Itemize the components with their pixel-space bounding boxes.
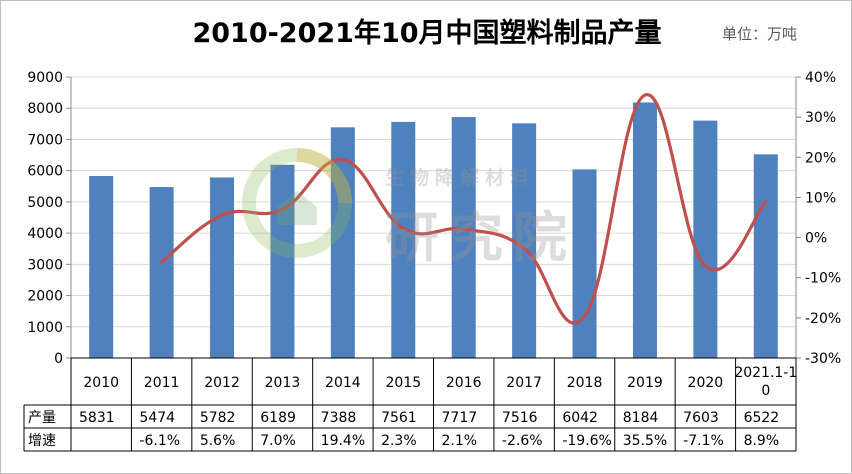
right-axis-tick-label: -30%	[805, 351, 841, 367]
table-cell: 6042	[562, 410, 598, 426]
bar	[270, 164, 295, 358]
category-label: 2018	[567, 375, 603, 391]
bar	[391, 121, 416, 359]
table-cell: 8184	[623, 410, 659, 426]
table-cell: 7603	[683, 410, 719, 426]
table-cell: 6522	[744, 410, 780, 426]
right-axis-tick-label: -10%	[805, 271, 841, 287]
table-cell: 7.0%	[260, 433, 296, 449]
left-axis-tick-label: 5000	[27, 195, 63, 211]
bar	[451, 117, 476, 359]
category-label: 2012	[204, 375, 240, 391]
bar	[210, 177, 235, 358]
table-cell: 7388	[321, 410, 357, 426]
table-row-label: 增速	[28, 433, 56, 449]
right-axis-tick-label: 20%	[805, 150, 836, 166]
left-axis-tick-label: 1000	[27, 320, 63, 336]
table-cell: -6.1%	[139, 433, 180, 449]
left-axis-tick-label: 2000	[27, 289, 63, 305]
table-cell: 2.1%	[442, 433, 478, 449]
category-label: 2019	[627, 375, 663, 391]
left-axis-tick-label: 9000	[27, 70, 63, 86]
table-row-label: 产量	[28, 410, 56, 426]
bar	[89, 175, 114, 358]
right-axis-tick-label: -20%	[805, 311, 841, 327]
category-label: 2010	[83, 375, 119, 391]
category-label: 2015	[385, 375, 421, 391]
table-cell: -2.6%	[502, 433, 543, 449]
table-cell: 5.6%	[200, 433, 236, 449]
table-cell: 5474	[139, 410, 175, 426]
table-cell: 5782	[200, 410, 236, 426]
category-label: 2020	[688, 375, 724, 391]
category-label: 2014	[325, 375, 361, 391]
growth-line	[160, 93, 768, 325]
table-cell: 35.5%	[623, 433, 667, 449]
left-axis-tick-label: 6000	[27, 164, 63, 180]
table-cell: -19.6%	[562, 433, 612, 449]
left-axis-tick-label: 4000	[27, 226, 63, 242]
bar	[512, 123, 537, 359]
table-cell: 19.4%	[321, 433, 365, 449]
category-label: 2011	[144, 375, 180, 391]
table-cell: 5831	[79, 410, 115, 426]
bar	[632, 102, 657, 359]
table-cell: 7717	[442, 410, 478, 426]
table-cell: 7516	[502, 410, 538, 426]
right-axis-tick-label: 40%	[805, 70, 836, 86]
left-axis-tick-label: 3000	[27, 257, 63, 273]
category-label: 2016	[446, 375, 482, 391]
right-axis-tick-label: 0%	[805, 231, 827, 247]
category-label: 0	[761, 383, 770, 399]
table-cell: 2.3%	[381, 433, 417, 449]
bar	[149, 187, 174, 358]
right-axis-tick-label: 30%	[805, 110, 836, 126]
left-axis-tick-label: 8000	[27, 101, 63, 117]
chart-title: 2010-2021年10月中国塑料制品产量	[192, 18, 662, 49]
bar	[572, 169, 597, 358]
category-label: 2013	[265, 375, 301, 391]
table-cell: 8.9%	[744, 433, 780, 449]
bar	[693, 120, 718, 358]
table-cell: 6189	[260, 410, 296, 426]
bar	[753, 154, 778, 358]
left-axis-tick-label: 7000	[27, 132, 63, 148]
left-axis-tick-label: 0	[54, 351, 63, 367]
category-label: 2017	[506, 375, 542, 391]
category-label: 2021.1-1	[734, 365, 797, 381]
table-cell: -7.1%	[683, 433, 724, 449]
unit-label: 单位：万吨	[721, 25, 797, 43]
bar	[330, 127, 355, 358]
right-axis-tick-label: 10%	[805, 190, 836, 206]
table-cell: 7561	[381, 410, 417, 426]
